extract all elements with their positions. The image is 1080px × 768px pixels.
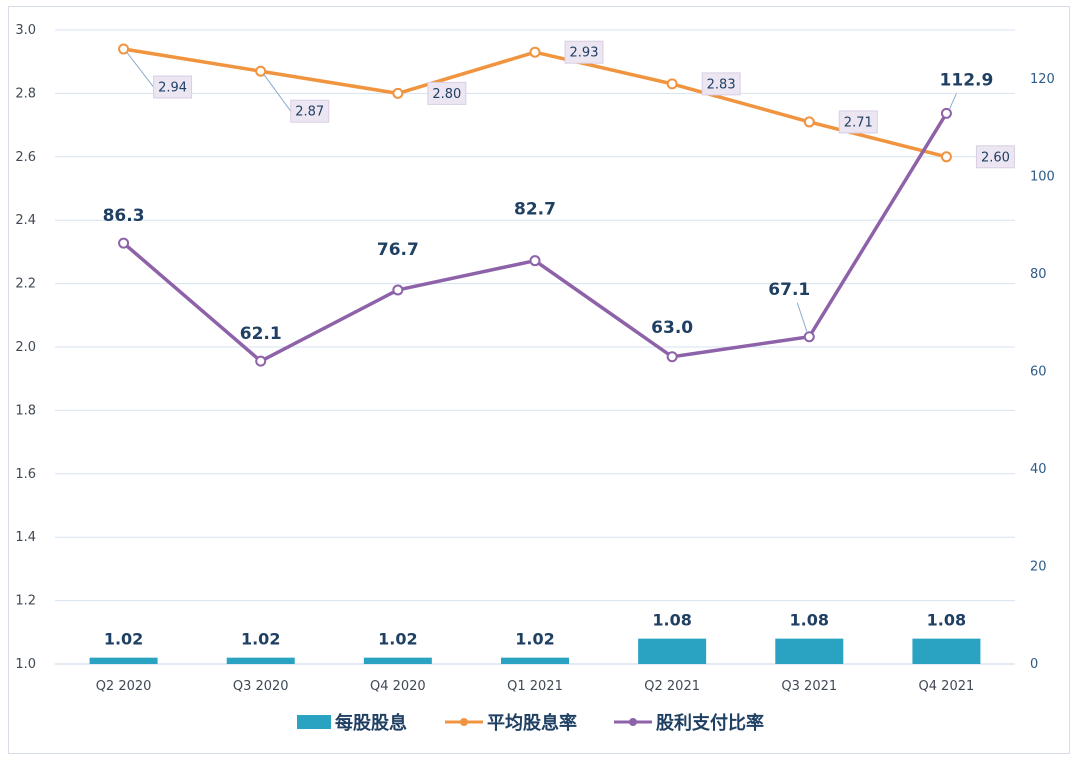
line-series xyxy=(118,43,952,367)
gridlines xyxy=(55,29,1015,665)
payout-value-label: 86.3 xyxy=(103,206,145,226)
x-axis: Q2 2020 Q3 2020 Q4 2020 Q1 2021 Q2 2021 Q3 20… xyxy=(55,663,1015,694)
callout-leader xyxy=(126,51,154,88)
yield-label-box xyxy=(290,99,330,123)
point-marker xyxy=(666,78,678,90)
chart-frame xyxy=(8,6,1070,754)
point-marker xyxy=(803,331,815,343)
bar-series xyxy=(89,638,981,664)
point-marker xyxy=(529,255,541,267)
yield-label-box xyxy=(564,40,604,64)
payout-value-label: 63.0 xyxy=(651,318,693,338)
legend-swatch-bar xyxy=(297,715,331,729)
point-marker xyxy=(666,351,678,363)
payout-value-label: 76.7 xyxy=(377,240,419,260)
y-right-tick-label: 60 xyxy=(1030,364,1047,379)
point-marker xyxy=(803,116,815,128)
y-axis-left: 3.0 2.8 2.6 2.4 2.2 2.0 1.8 1.6 1.4 1.2 1.0 xyxy=(15,23,36,672)
y-right-tick-label: 40 xyxy=(1030,462,1047,477)
bar-value-label: 1.08 xyxy=(652,611,691,630)
bar-value-label: 1.02 xyxy=(515,630,554,649)
y-left-tick-label: 2.2 xyxy=(15,277,36,292)
y-right-tick-label: 80 xyxy=(1030,267,1047,282)
y-right-tick-label: 120 xyxy=(1030,72,1055,87)
y-left-tick-label: 2.0 xyxy=(15,340,36,355)
y-left-tick-label: 2.4 xyxy=(15,213,36,228)
legend-label: 平均股息率 xyxy=(487,712,577,734)
legend-label: 股利支付比率 xyxy=(655,712,764,734)
callout-leader xyxy=(263,73,292,112)
y-left-tick-label: 3.0 xyxy=(15,23,36,38)
x-tick-label: Q1 2021 xyxy=(507,679,563,694)
bar xyxy=(226,657,295,664)
x-tick-label: Q2 2021 xyxy=(644,679,700,694)
y-left-tick-label: 2.6 xyxy=(15,150,36,165)
point-marker xyxy=(940,151,952,163)
y-right-tick-label: 0 xyxy=(1030,657,1038,672)
payout-value-label: 62.1 xyxy=(240,324,282,344)
y-right-tick-label: 20 xyxy=(1030,559,1047,574)
bar xyxy=(89,657,158,664)
yield-value-label: 2.87 xyxy=(295,105,324,120)
bar-value-label: 1.02 xyxy=(104,630,143,649)
bar xyxy=(501,657,569,664)
point-marker xyxy=(118,237,130,249)
yield-label-box xyxy=(975,145,1015,169)
y-left-tick-label: 2.8 xyxy=(15,86,36,101)
yield-value-label: 2.60 xyxy=(981,150,1010,165)
yield-value-label: 2.83 xyxy=(707,77,736,92)
bar-value-label: 1.08 xyxy=(927,611,966,630)
y-axis-right: 120 100 80 60 40 20 0 xyxy=(1030,72,1055,672)
point-marker xyxy=(392,284,404,296)
y-left-tick-label: 1.6 xyxy=(15,467,36,482)
x-tick-label: Q4 2020 xyxy=(370,679,426,694)
x-tick-label: Q2 2020 xyxy=(96,679,152,694)
series-line xyxy=(123,47,947,159)
yield-value-label: 2.94 xyxy=(158,81,187,96)
point-marker xyxy=(940,107,952,119)
payout-value-label: 67.1 xyxy=(768,280,810,300)
legend-swatch-marker xyxy=(460,718,468,726)
x-tick-label: Q4 2021 xyxy=(919,679,975,694)
yield-value-label: 2.80 xyxy=(432,87,461,102)
data-labels: 1.02 1.02 1.02 1.02 1.08 1.08 1.08 2.94 2.87 2.80… xyxy=(103,40,1015,649)
yield-label-box xyxy=(427,81,467,105)
bar-value-label: 1.02 xyxy=(241,630,280,649)
legend: 每股股息 平均股息率 股利支付比率 xyxy=(297,712,764,734)
yield-label-box xyxy=(838,110,878,134)
y-left-tick-label: 1.2 xyxy=(15,594,36,609)
y-left-tick-label: 1.0 xyxy=(15,657,36,672)
yield-label-box xyxy=(153,75,193,99)
point-marker xyxy=(255,355,267,367)
bar-value-label: 1.02 xyxy=(378,630,417,649)
y-left-tick-label: 1.8 xyxy=(15,403,36,418)
y-right-tick-label: 100 xyxy=(1030,169,1055,184)
payout-value-label: 82.7 xyxy=(514,200,556,220)
point-marker xyxy=(392,87,404,99)
x-tick-label: Q3 2020 xyxy=(233,679,289,694)
point-marker xyxy=(529,46,541,58)
payout-value-label: 112.9 xyxy=(940,70,994,90)
legend-label: 每股股息 xyxy=(335,712,407,734)
bar-value-label: 1.08 xyxy=(790,611,829,630)
point-marker xyxy=(255,65,267,77)
bar xyxy=(638,638,707,664)
yield-label-box xyxy=(701,72,741,96)
callout-leader xyxy=(796,302,808,333)
point-marker xyxy=(118,43,130,55)
y-left-tick-label: 1.4 xyxy=(15,530,36,545)
callout-leader xyxy=(948,93,957,110)
yield-value-label: 2.93 xyxy=(570,46,599,61)
yield-value-label: 2.71 xyxy=(844,115,873,130)
x-tick-label: Q3 2021 xyxy=(781,679,837,694)
legend-swatch-marker xyxy=(629,718,637,726)
bar xyxy=(775,638,844,664)
bar xyxy=(363,657,432,664)
bar xyxy=(912,638,981,664)
